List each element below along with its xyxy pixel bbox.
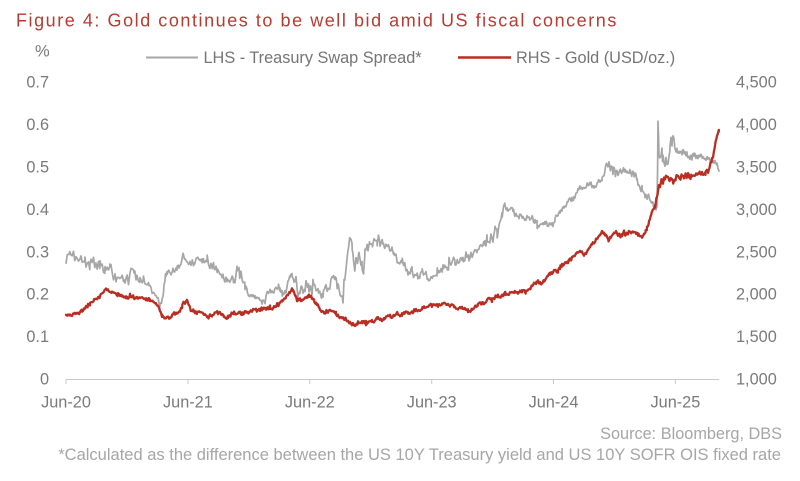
svg-text:Jun-20: Jun-20	[41, 394, 91, 412]
svg-text:0.1: 0.1	[26, 328, 49, 346]
svg-text:4,500: 4,500	[736, 74, 777, 92]
svg-text:0.5: 0.5	[26, 159, 49, 177]
svg-text:0.2: 0.2	[26, 286, 49, 304]
svg-text:0.7: 0.7	[26, 74, 49, 92]
svg-text:2,500: 2,500	[736, 243, 777, 261]
svg-text:Source: Bloomberg, DBS: Source: Bloomberg, DBS	[600, 425, 782, 443]
svg-text:RHS - Gold (USD/oz.): RHS - Gold (USD/oz.)	[516, 49, 675, 67]
svg-text:Jun-21: Jun-21	[163, 394, 213, 412]
svg-text:*Calculated as the difference: *Calculated as the difference between th…	[58, 446, 781, 464]
svg-text:1,500: 1,500	[736, 328, 777, 346]
svg-text:Jun-24: Jun-24	[529, 394, 579, 412]
svg-text:%: %	[35, 43, 50, 61]
svg-text:Jun-22: Jun-22	[285, 394, 335, 412]
svg-text:0.4: 0.4	[26, 201, 49, 219]
svg-text:3,000: 3,000	[736, 201, 777, 219]
svg-text:LHS - Treasury Swap Spread*: LHS - Treasury Swap Spread*	[204, 49, 423, 67]
svg-text:0.3: 0.3	[26, 243, 49, 261]
svg-text:Figure 4: Gold continues to be: Figure 4: Gold continues to be well bid …	[16, 11, 618, 31]
svg-text:Jun-25: Jun-25	[651, 394, 701, 412]
svg-text:0.6: 0.6	[26, 116, 49, 134]
svg-text:2,000: 2,000	[736, 286, 777, 304]
svg-text:4,000: 4,000	[736, 116, 777, 134]
svg-text:3,500: 3,500	[736, 159, 777, 177]
svg-text:Jun-23: Jun-23	[407, 394, 457, 412]
svg-text:1,000: 1,000	[736, 371, 777, 389]
svg-text:0: 0	[40, 371, 49, 389]
